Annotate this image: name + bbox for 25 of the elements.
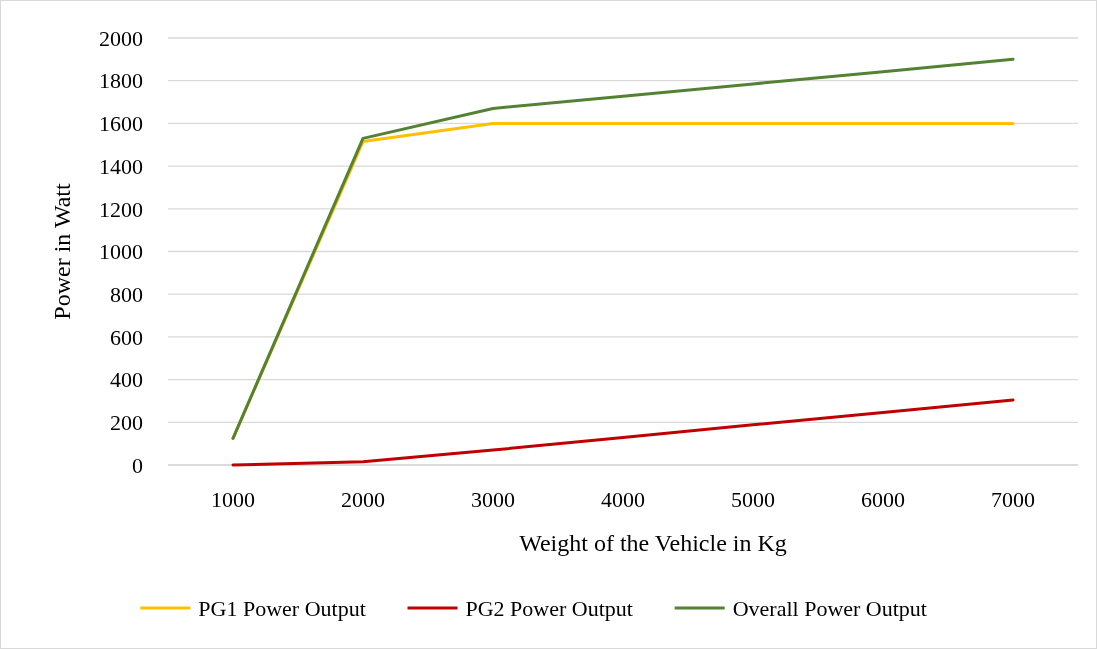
y-tick-label: 200 — [110, 410, 143, 435]
x-tick-label: 5000 — [731, 487, 775, 512]
line-series — [231, 398, 1015, 467]
y-tick-label: 1000 — [99, 239, 143, 265]
x-axis-title: Weight of the Vehicle in Kg — [519, 530, 787, 556]
y-tick-label: 1200 — [99, 196, 143, 222]
x-tick-label: 1000 — [211, 487, 255, 512]
legend-label: Overall Power Output — [732, 595, 927, 621]
x-tick-label: 3000 — [471, 487, 515, 512]
y-tick-label: 2000 — [99, 25, 143, 51]
x-tick-label: 6000 — [861, 487, 905, 512]
y-tick-label: 400 — [110, 367, 143, 393]
y-tick-label: 1600 — [99, 111, 143, 137]
legend-label: PG2 Power Output — [465, 595, 633, 621]
y-tick-label: 1400 — [99, 153, 143, 179]
y-tick-label: 0 — [132, 452, 143, 478]
x-tick-label: 4000 — [601, 487, 645, 512]
x-tick-label: 7000 — [991, 487, 1035, 512]
line-series — [231, 57, 1015, 440]
y-axis-title: Power in Watt — [49, 183, 75, 320]
legend-label: PG1 Power Output — [198, 595, 366, 621]
y-tick-label: 1800 — [99, 68, 143, 94]
y-tick-label: 800 — [110, 281, 143, 307]
x-tick-label: 2000 — [341, 487, 385, 512]
y-tick-label: 600 — [110, 324, 143, 350]
